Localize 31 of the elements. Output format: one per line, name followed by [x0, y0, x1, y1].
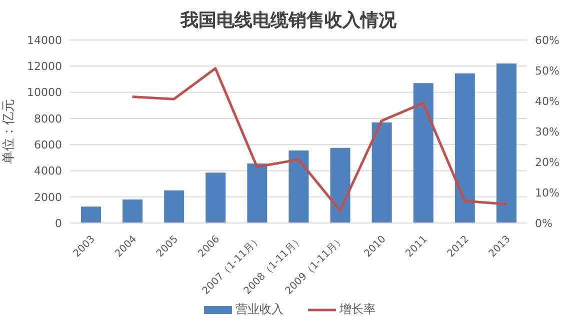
y2-tick-label: 60% — [535, 34, 560, 47]
y-tick-label: 6000 — [34, 138, 62, 152]
y-tick-label: 8000 — [34, 112, 62, 126]
bar — [413, 83, 434, 223]
legend-label: 营业收入 — [236, 301, 284, 318]
bar — [330, 148, 350, 223]
y-tick-label: 0 — [55, 216, 62, 230]
y2-tick-label: 20% — [535, 156, 560, 169]
bar — [164, 190, 184, 223]
bar — [206, 172, 226, 223]
y-tick-label: 12000 — [27, 60, 62, 74]
bar — [496, 64, 516, 223]
y2-tick-label: 50% — [535, 64, 560, 78]
bar — [372, 122, 392, 223]
y2-tick-label: 30% — [535, 125, 560, 138]
y-tick-label: 10000 — [27, 86, 62, 100]
y-tick-label: 14000 — [27, 34, 62, 47]
bar — [81, 206, 101, 223]
y-axis-title: 单位：亿元 — [2, 99, 17, 164]
y-tick-label: 4000 — [34, 164, 62, 178]
bar — [454, 73, 475, 223]
bar — [288, 150, 309, 223]
bar — [247, 164, 268, 223]
y2-tick-label: 0% — [535, 216, 552, 230]
y2-tick-label: 40% — [535, 94, 560, 108]
line-series — [131, 67, 508, 212]
chart-title: 我国电线电缆销售收入情况 — [179, 9, 398, 32]
legend-label: 增长率 — [340, 301, 376, 318]
y-tick-label: 2000 — [34, 190, 62, 204]
bar — [122, 199, 143, 223]
y2-tick-label: 10% — [535, 186, 560, 200]
